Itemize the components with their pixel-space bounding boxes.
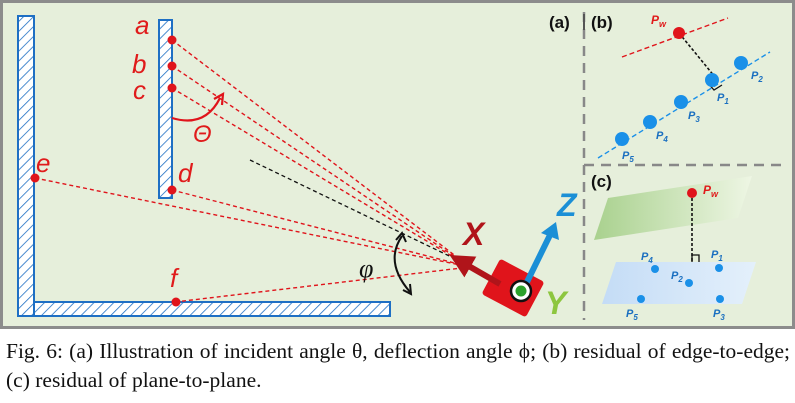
label-c: c bbox=[133, 75, 146, 105]
p3-label-b: P3 bbox=[688, 110, 700, 124]
point-a bbox=[167, 35, 177, 45]
p1-point-c bbox=[715, 264, 723, 272]
panel-c-label: (c) bbox=[591, 172, 612, 191]
point-c bbox=[167, 83, 177, 93]
figure-caption: Fig. 6: (a) Illustration of incident ang… bbox=[6, 337, 790, 395]
p2-label-c: P2 bbox=[671, 270, 683, 284]
y-axis-label: Y bbox=[545, 285, 569, 321]
pw-point-c bbox=[687, 188, 697, 198]
green-plane bbox=[594, 176, 752, 240]
point-f bbox=[171, 297, 181, 307]
theta-arrowhead bbox=[213, 92, 225, 106]
ray-d bbox=[171, 189, 471, 268]
ray-c bbox=[171, 87, 471, 268]
theta-label: Θ bbox=[193, 121, 212, 148]
panel-a-label: (a) bbox=[549, 13, 570, 32]
label-a: a bbox=[135, 10, 149, 40]
floor-wall bbox=[33, 301, 391, 317]
point-b bbox=[167, 61, 177, 71]
panel-b-label: (b) bbox=[591, 13, 613, 32]
phi-label: φ bbox=[359, 254, 373, 283]
p2-point-c bbox=[685, 279, 693, 287]
caption-figure-label: Fig. 6: bbox=[6, 339, 63, 363]
pw-label-b: Pw bbox=[651, 13, 667, 29]
z-axis-arrowhead bbox=[541, 222, 559, 240]
figure: a b c d e f Θ φ X Z Y (a) (b) (c) bbox=[0, 0, 795, 329]
p4-point-b bbox=[643, 115, 657, 129]
p5-label-c: P5 bbox=[626, 308, 638, 322]
theta-arc bbox=[171, 97, 221, 122]
panel-b: Pw P1 P2 P3 P4 P5 bbox=[597, 13, 771, 164]
caption-text: (a) Illustration of incident angle θ, de… bbox=[6, 339, 791, 392]
p5-point-c bbox=[637, 295, 645, 303]
pw-point-b bbox=[673, 27, 685, 39]
blue-plane bbox=[602, 262, 756, 304]
p1-label-c: P1 bbox=[711, 249, 723, 263]
p1-label-b: P1 bbox=[717, 92, 729, 106]
phi-arc bbox=[393, 235, 411, 293]
p3-label-c: P3 bbox=[713, 308, 725, 322]
p4-point-c bbox=[651, 265, 659, 273]
phi-arrow-top bbox=[395, 231, 407, 243]
p3-point-b bbox=[674, 95, 688, 109]
phi-arrow-bottom bbox=[402, 283, 413, 296]
label-d: d bbox=[178, 158, 194, 188]
z-axis-arrow bbox=[523, 231, 554, 286]
y-axis-dot bbox=[515, 285, 527, 297]
z-axis-label: Z bbox=[556, 187, 578, 223]
left-wall bbox=[17, 15, 35, 317]
residual-b bbox=[678, 32, 716, 78]
p1-point-b bbox=[705, 73, 719, 87]
x-axis-arrow bbox=[449, 255, 502, 287]
pw-label-c: Pw bbox=[703, 183, 719, 199]
right-angle-c bbox=[691, 254, 700, 262]
point-e bbox=[30, 173, 40, 183]
p5-label-b: P5 bbox=[622, 150, 634, 164]
pillar-wall bbox=[158, 19, 173, 199]
label-b: b bbox=[132, 49, 146, 79]
x-axis-label: X bbox=[461, 216, 486, 252]
panel-c: Pw P1 P2 P3 P4 P5 bbox=[594, 176, 756, 322]
p3-point-c bbox=[716, 295, 724, 303]
wall-points bbox=[30, 35, 181, 307]
p5-point-b bbox=[615, 132, 629, 146]
p4-label-b: P4 bbox=[656, 130, 668, 144]
pw-line-b bbox=[621, 17, 729, 58]
p2-point-b bbox=[734, 56, 748, 70]
label-f: f bbox=[170, 263, 180, 293]
point-d bbox=[167, 185, 177, 195]
p2-label-b: P2 bbox=[751, 70, 763, 84]
p4-label-c: P4 bbox=[641, 251, 653, 265]
reference-line bbox=[249, 159, 469, 266]
robot bbox=[449, 222, 559, 317]
label-e: e bbox=[36, 148, 50, 178]
ray-f bbox=[174, 266, 471, 303]
